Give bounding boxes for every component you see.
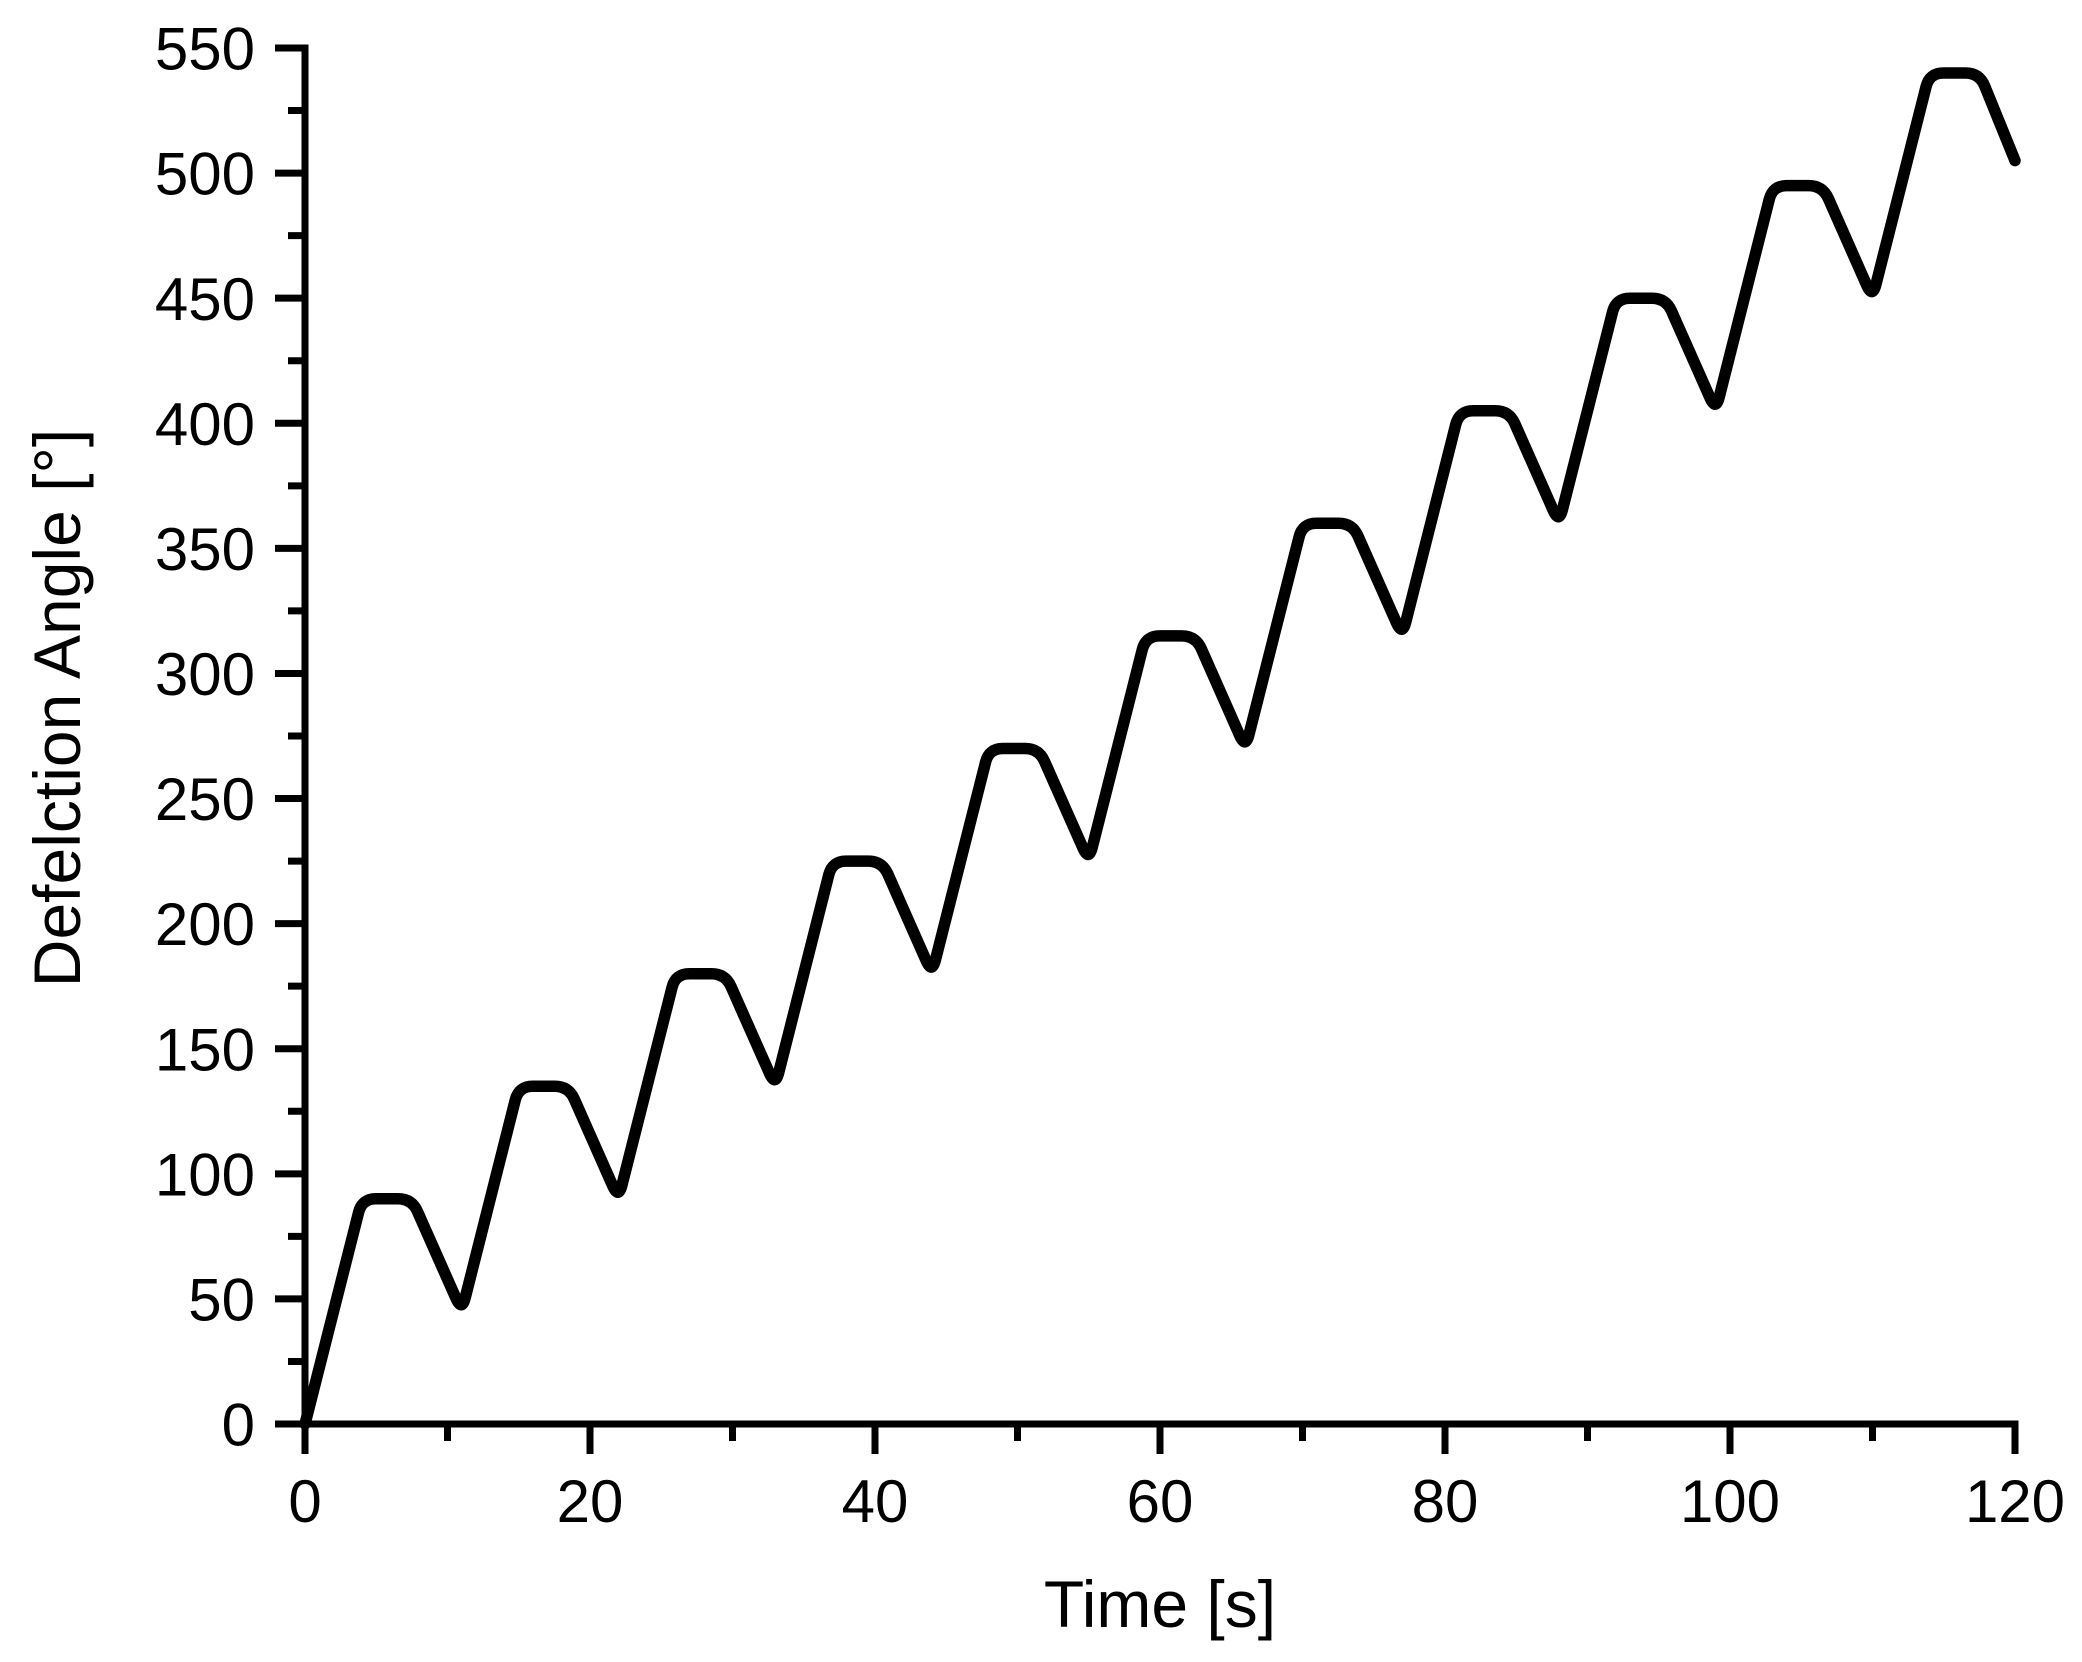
x-tick-label: 120 [1965, 1468, 2065, 1535]
x-tick-label: 100 [1680, 1468, 1780, 1535]
y-tick-label: 350 [155, 516, 255, 583]
x-axis-title: Time [s] [1044, 1567, 1276, 1641]
y-tick-label: 50 [188, 1267, 255, 1334]
y-tick-label: 550 [155, 16, 255, 83]
axes-layer: 0 20 40 60 80 100 120 0 50 100 150 200 250 300 350 400 4… [155, 16, 2065, 1535]
x-tick-label: 60 [1127, 1468, 1194, 1535]
y-tick-label: 300 [155, 641, 255, 708]
deflection-curve [299, 67, 2021, 1430]
y-tick-label: 0 [222, 1392, 255, 1459]
y-tick-label: 150 [155, 1016, 255, 1083]
x-tick-label: 40 [842, 1468, 909, 1535]
y-tick-label: 200 [155, 891, 255, 958]
x-tick-label: 80 [1412, 1468, 1479, 1535]
y-axis-title: Defelction Angle [°] [20, 429, 94, 987]
x-tick-label: 0 [288, 1468, 321, 1535]
y-tick-label: 450 [155, 266, 255, 333]
curve-layer [299, 67, 2021, 1430]
y-tick-label: 500 [155, 141, 255, 208]
y-tick-label: 250 [155, 766, 255, 833]
x-tick-label: 20 [557, 1468, 624, 1535]
y-tick-label: 400 [155, 391, 255, 458]
y-tick-label: 100 [155, 1141, 255, 1208]
